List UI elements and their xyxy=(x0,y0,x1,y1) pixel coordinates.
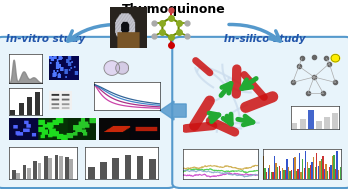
Bar xyxy=(337,151,338,179)
Bar xyxy=(311,162,313,179)
Bar xyxy=(299,153,300,179)
Bar xyxy=(33,161,37,179)
Bar xyxy=(316,121,322,129)
Bar xyxy=(38,163,41,179)
Bar xyxy=(137,156,143,179)
Bar xyxy=(290,171,291,179)
Bar xyxy=(293,158,294,179)
Bar xyxy=(125,155,131,179)
Bar xyxy=(329,167,330,179)
Bar xyxy=(48,158,52,179)
Bar xyxy=(149,159,156,179)
Bar xyxy=(296,171,297,179)
Bar xyxy=(44,156,48,179)
Text: Thymoquinone: Thymoquinone xyxy=(122,3,226,16)
Bar xyxy=(308,168,310,179)
Bar xyxy=(324,169,325,179)
Bar xyxy=(315,167,316,179)
Text: In-silico study: In-silico study xyxy=(224,34,305,44)
FancyBboxPatch shape xyxy=(0,37,176,188)
Bar xyxy=(316,153,317,179)
Bar xyxy=(23,165,26,179)
Bar xyxy=(294,157,295,179)
Bar xyxy=(332,156,333,179)
Bar xyxy=(319,161,321,179)
FancyBboxPatch shape xyxy=(172,37,348,188)
Bar xyxy=(291,170,292,179)
Bar xyxy=(310,165,311,179)
Bar xyxy=(278,166,280,179)
Bar xyxy=(321,159,322,179)
Bar xyxy=(69,159,73,179)
Bar xyxy=(286,159,288,179)
Polygon shape xyxy=(331,54,340,62)
Bar xyxy=(283,170,285,179)
Bar xyxy=(322,156,324,179)
Bar xyxy=(35,92,40,115)
Bar xyxy=(302,159,303,179)
Bar xyxy=(340,167,341,179)
Bar xyxy=(266,172,267,179)
Bar xyxy=(308,110,314,129)
Bar xyxy=(65,157,69,179)
Polygon shape xyxy=(116,62,128,74)
Bar xyxy=(268,168,269,179)
Bar xyxy=(272,172,274,179)
Bar xyxy=(305,151,307,179)
FancyArrow shape xyxy=(160,101,186,120)
Bar xyxy=(271,172,272,179)
Bar xyxy=(292,123,298,129)
Bar xyxy=(10,110,15,115)
Bar xyxy=(338,170,339,179)
Bar xyxy=(55,155,58,179)
Bar xyxy=(277,167,278,179)
Bar xyxy=(280,171,282,179)
Bar xyxy=(285,170,286,179)
Text: In-vitro study: In-vitro study xyxy=(6,34,85,44)
Bar xyxy=(297,169,299,179)
Bar xyxy=(100,162,107,179)
Bar xyxy=(112,158,119,179)
Bar xyxy=(332,113,338,129)
Bar xyxy=(18,103,24,115)
Polygon shape xyxy=(104,61,119,75)
Bar xyxy=(313,157,314,179)
Bar xyxy=(288,167,289,179)
Bar xyxy=(275,163,277,179)
Bar xyxy=(325,164,327,179)
Bar xyxy=(335,169,336,179)
Bar xyxy=(12,170,16,179)
Bar xyxy=(27,168,31,179)
Bar xyxy=(27,97,32,115)
Bar xyxy=(303,168,305,179)
Bar xyxy=(16,173,20,179)
Bar xyxy=(264,168,266,179)
Bar xyxy=(327,171,329,179)
Bar xyxy=(263,156,264,179)
Bar xyxy=(333,155,335,179)
Bar xyxy=(59,156,63,179)
Bar xyxy=(274,156,275,179)
Bar xyxy=(300,119,306,129)
Bar xyxy=(282,167,283,179)
Bar xyxy=(269,165,270,179)
Bar xyxy=(318,166,319,179)
Bar xyxy=(324,117,330,129)
Bar xyxy=(330,165,332,179)
Bar xyxy=(307,162,308,179)
Bar xyxy=(88,167,95,179)
Bar xyxy=(300,172,302,179)
